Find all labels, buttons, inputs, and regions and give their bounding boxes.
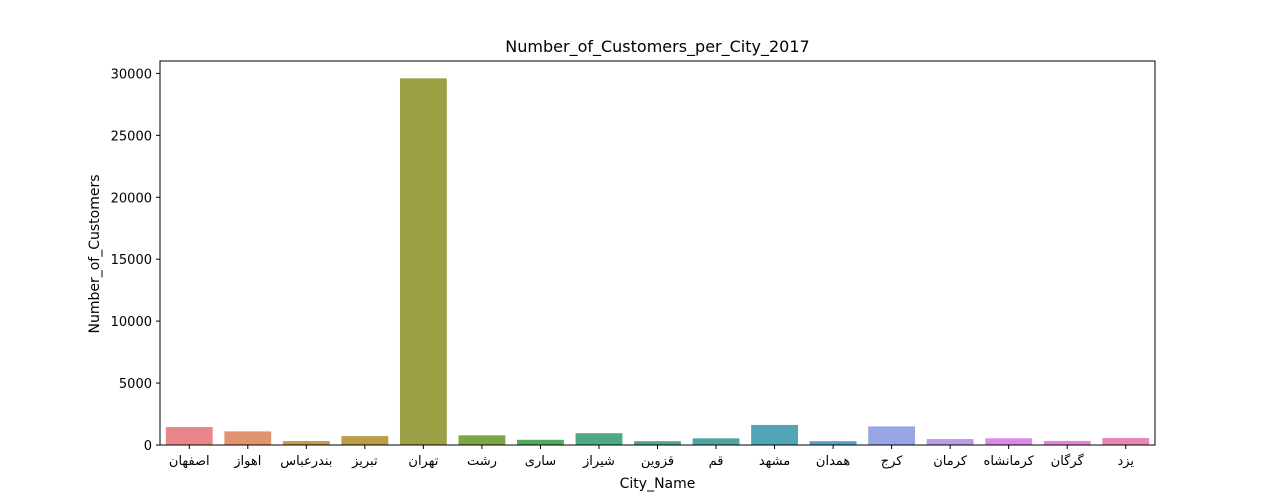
x-tick-label: کرج: [881, 454, 904, 469]
y-tick-label: 10000: [111, 315, 152, 330]
bar: [634, 441, 681, 445]
bar: [341, 436, 389, 445]
bar: [926, 439, 974, 445]
y-tick-label: 20000: [111, 191, 152, 206]
x-tick-label: گرگان: [1051, 453, 1085, 469]
y-tick-label: 15000: [111, 253, 152, 268]
bar: [868, 426, 916, 445]
bar: [458, 435, 506, 445]
x-tick-label: مشهد: [759, 454, 790, 469]
bar: [399, 78, 447, 446]
bar: [1102, 438, 1150, 445]
y-axis: 0 5000 10000 15000 20000 25000 30000: [111, 67, 160, 454]
bar: [692, 438, 740, 445]
y-tick-label: 30000: [111, 67, 152, 82]
x-tick-label: رشت: [467, 454, 497, 469]
x-tick-label: بندرعباس: [280, 454, 332, 469]
x-tick-label: قزوین: [641, 454, 674, 469]
y-tick-label: 0: [144, 439, 152, 454]
bar: [517, 439, 564, 445]
x-tick-label: کرمانشاه: [984, 454, 1035, 469]
bar: [165, 427, 213, 445]
x-tick-label: قم: [709, 454, 724, 469]
bar: [224, 431, 272, 445]
bar: [575, 433, 623, 445]
x-tick-label: یزد: [1117, 454, 1134, 469]
bar: [985, 438, 1033, 445]
x-tick-label: اهواز: [233, 454, 261, 469]
x-tick-label: شیراز: [582, 454, 615, 469]
x-axis-label: City_Name: [620, 476, 696, 492]
x-tick-label: اصفهان: [169, 454, 210, 469]
y-axis-label: Number_of_Customers: [87, 174, 103, 333]
y-tick-label: 5000: [119, 377, 152, 392]
x-axis: اصفهان اهواز بندرعباس تبریز تهران رشت ساری شیرا…: [169, 445, 1134, 469]
plot-frame: [159, 60, 1156, 446]
x-tick-label: ساری: [525, 454, 556, 469]
bars-group: [165, 78, 1150, 446]
x-tick-label: تهران: [408, 454, 438, 469]
x-tick-label: تبریز: [351, 454, 378, 469]
x-tick-label: همدان: [816, 454, 850, 469]
bar: [809, 441, 857, 445]
x-tick-label: کرمان: [933, 454, 968, 469]
bar: [282, 441, 330, 445]
bar: [751, 424, 798, 445]
y-tick-label: 25000: [111, 129, 152, 144]
chart-title: Number_of_Customers_per_City_2017: [505, 37, 809, 57]
bar: [1043, 440, 1091, 445]
